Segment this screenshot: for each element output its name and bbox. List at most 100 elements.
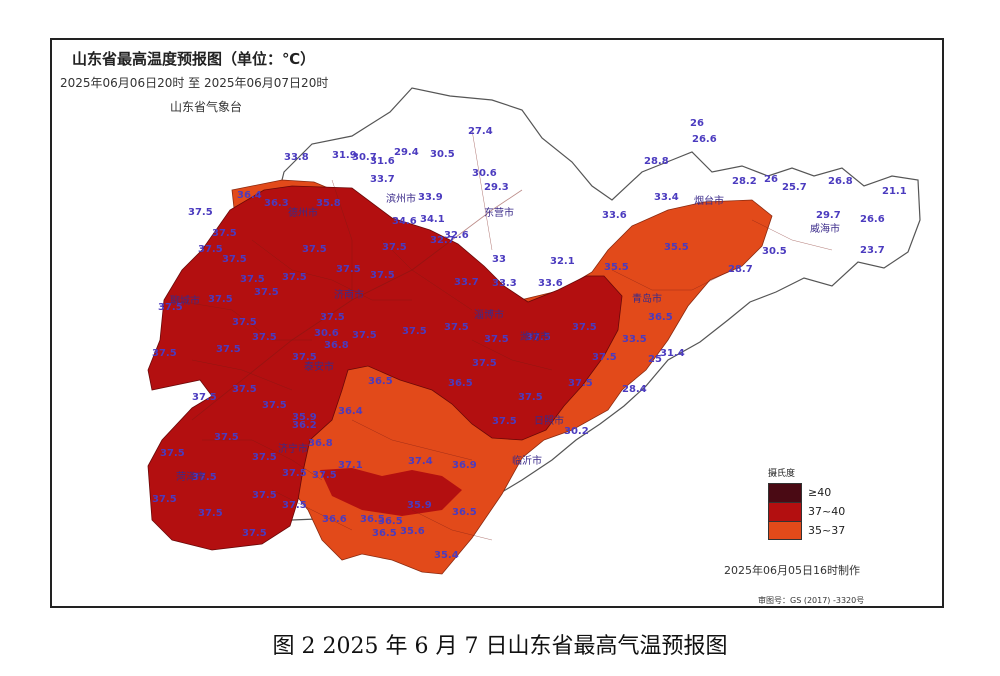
legend-item-37-40: 37~40 — [768, 502, 858, 521]
temperature-value: 36.5 — [452, 507, 477, 518]
legend-swatch — [768, 502, 802, 521]
temperature-value: 35.8 — [316, 198, 341, 209]
temperature-value: 23.7 — [860, 245, 885, 256]
temperature-value: 37.5 — [312, 470, 337, 481]
temperature-value: 30.6 — [314, 328, 339, 339]
temperature-value: 37.5 — [320, 312, 345, 323]
temperature-value: 37.5 — [240, 274, 265, 285]
temperature-value: 37.5 — [232, 384, 257, 395]
temperature-value: 36.5 — [372, 528, 397, 539]
map-frame: 30.7 29.4 33.8 31.9 31.6 30.5 27.4 33.7 30.6 29.3… — [50, 38, 944, 608]
temperature-value: 33.9 — [418, 192, 443, 203]
temperature-value: 37.5 — [252, 452, 277, 463]
legend-label: 37~40 — [808, 505, 846, 518]
city-label: 临沂市 — [512, 454, 542, 467]
city-label: 德州市 — [288, 206, 318, 219]
temperature-value: 37.5 — [198, 244, 223, 255]
temperature-value: 37.5 — [402, 326, 427, 337]
temperature-value: 37.5 — [158, 302, 183, 313]
city-label: 淄博市 — [474, 308, 504, 321]
temperature-value: 35.4 — [434, 550, 459, 561]
temperature-value: 30.2 — [564, 426, 589, 437]
temperature-value: 26.6 — [860, 214, 885, 225]
legend-item-35-37: 35~37 — [768, 521, 858, 540]
temperature-value: 37.5 — [216, 344, 241, 355]
city-label: 威海市 — [810, 222, 840, 235]
temperature-value: 37.5 — [518, 392, 543, 403]
temperature-labels: 30.7 29.4 33.8 31.9 31.6 30.5 27.4 33.7 30.6 29.3… — [152, 118, 907, 561]
temperature-value: 31.6 — [370, 156, 395, 167]
legend-swatch — [768, 521, 802, 540]
temperature-value: 33.6 — [538, 278, 563, 289]
temperature-value: 34.6 — [392, 216, 417, 227]
temperature-value: 33.5 — [622, 334, 647, 345]
city-label: 菏泽市 — [176, 470, 206, 483]
temperature-value: 37.5 — [242, 528, 267, 539]
temperature-value: 30.6 — [472, 168, 497, 179]
temperature-value: 31.4 — [660, 348, 685, 359]
temperature-value: 33.7 — [454, 277, 479, 288]
temperature-value: 37.5 — [214, 432, 239, 443]
temperature-value: 36.4 — [338, 406, 363, 417]
temperature-value: 37.5 — [252, 490, 277, 501]
temperature-value: 37.5 — [208, 294, 233, 305]
temperature-value: 37.5 — [336, 264, 361, 275]
temperature-value: 36.2 — [292, 420, 317, 431]
city-label: 烟台市 — [694, 194, 724, 207]
city-label: 济宁市 — [278, 442, 308, 455]
temperature-value: 36.9 — [452, 460, 477, 471]
temperature-value: 36.6 — [322, 514, 347, 525]
temperature-value: 30.5 — [430, 149, 455, 160]
figure-caption: 图 2 2025 年 6 月 7 日山东省最高气温预报图 — [272, 634, 728, 659]
legend-label: 35~37 — [808, 524, 846, 537]
shandong-map: 30.7 29.4 33.8 31.9 31.6 30.5 27.4 33.7 30.6 29.3… — [147, 87, 921, 575]
map-title: 山东省最高温度预报图（单位：℃） — [72, 50, 316, 68]
city-label: 滨州市 — [386, 192, 416, 205]
legend: 摄氏度 ≥40 37~40 35~37 — [768, 466, 858, 540]
temperature-value: 21.1 — [882, 186, 907, 197]
yellow-river — [191, 189, 523, 421]
city-label: 聊城市 — [170, 294, 200, 307]
temperature-value: 36.5 — [378, 516, 403, 527]
legend-label: ≥40 — [808, 486, 832, 499]
temperature-value: 37.5 — [292, 352, 317, 363]
temperature-value: 37.5 — [252, 332, 277, 343]
temperature-value: 35.5 — [604, 262, 629, 273]
temperature-value: 33.3 — [492, 278, 517, 289]
region-37-40-south — [320, 468, 462, 516]
temperature-value: 36.4 — [237, 190, 262, 201]
temperature-value: 37.5 — [152, 348, 177, 359]
temperature-value: 32.7 — [430, 235, 455, 246]
temperature-value: 33 — [492, 254, 506, 265]
temperature-value: 36.8 — [324, 340, 349, 351]
temperature-value: 36.5 — [360, 514, 385, 525]
temperature-value: 32.6 — [444, 230, 469, 241]
city-label: 泰安市 — [304, 360, 334, 373]
temperature-value: 33.7 — [370, 174, 395, 185]
temperature-value: 37.5 — [526, 332, 551, 343]
temperature-value: 29.3 — [484, 182, 509, 193]
approval-number: 审图号：GS (2017) -3320号 — [758, 596, 865, 605]
temperature-value: 37.5 — [484, 334, 509, 345]
temperature-value: 37.1 — [338, 460, 363, 471]
temperature-value: 37.5 — [492, 416, 517, 427]
temperature-value: 35.9 — [407, 500, 432, 511]
temperature-value: 25.7 — [782, 182, 807, 193]
temperature-value: 30.7 — [352, 152, 377, 163]
map-issuer: 山东省气象台 — [170, 100, 243, 114]
temperature-value: 31.9 — [332, 150, 357, 161]
temperature-value: 37.5 — [282, 468, 307, 479]
temperature-value: 37.5 — [444, 322, 469, 333]
temperature-value: 37.5 — [188, 207, 213, 218]
temperature-value: 37.5 — [192, 392, 217, 403]
legend-item-40plus: ≥40 — [768, 483, 858, 502]
temperature-value: 37.5 — [568, 378, 593, 389]
temperature-value: 37.5 — [572, 322, 597, 333]
temperature-value: 30.5 — [762, 246, 787, 257]
temperature-value: 28.8 — [644, 156, 669, 167]
map-time-range: 2025年06月06日20时 至 2025年06月07日20时 — [60, 76, 329, 90]
temperature-value: 37.5 — [254, 287, 279, 298]
temperature-value: 37.5 — [232, 317, 257, 328]
county-boundaries — [171, 129, 833, 541]
temperature-value: 25 — [648, 354, 662, 365]
